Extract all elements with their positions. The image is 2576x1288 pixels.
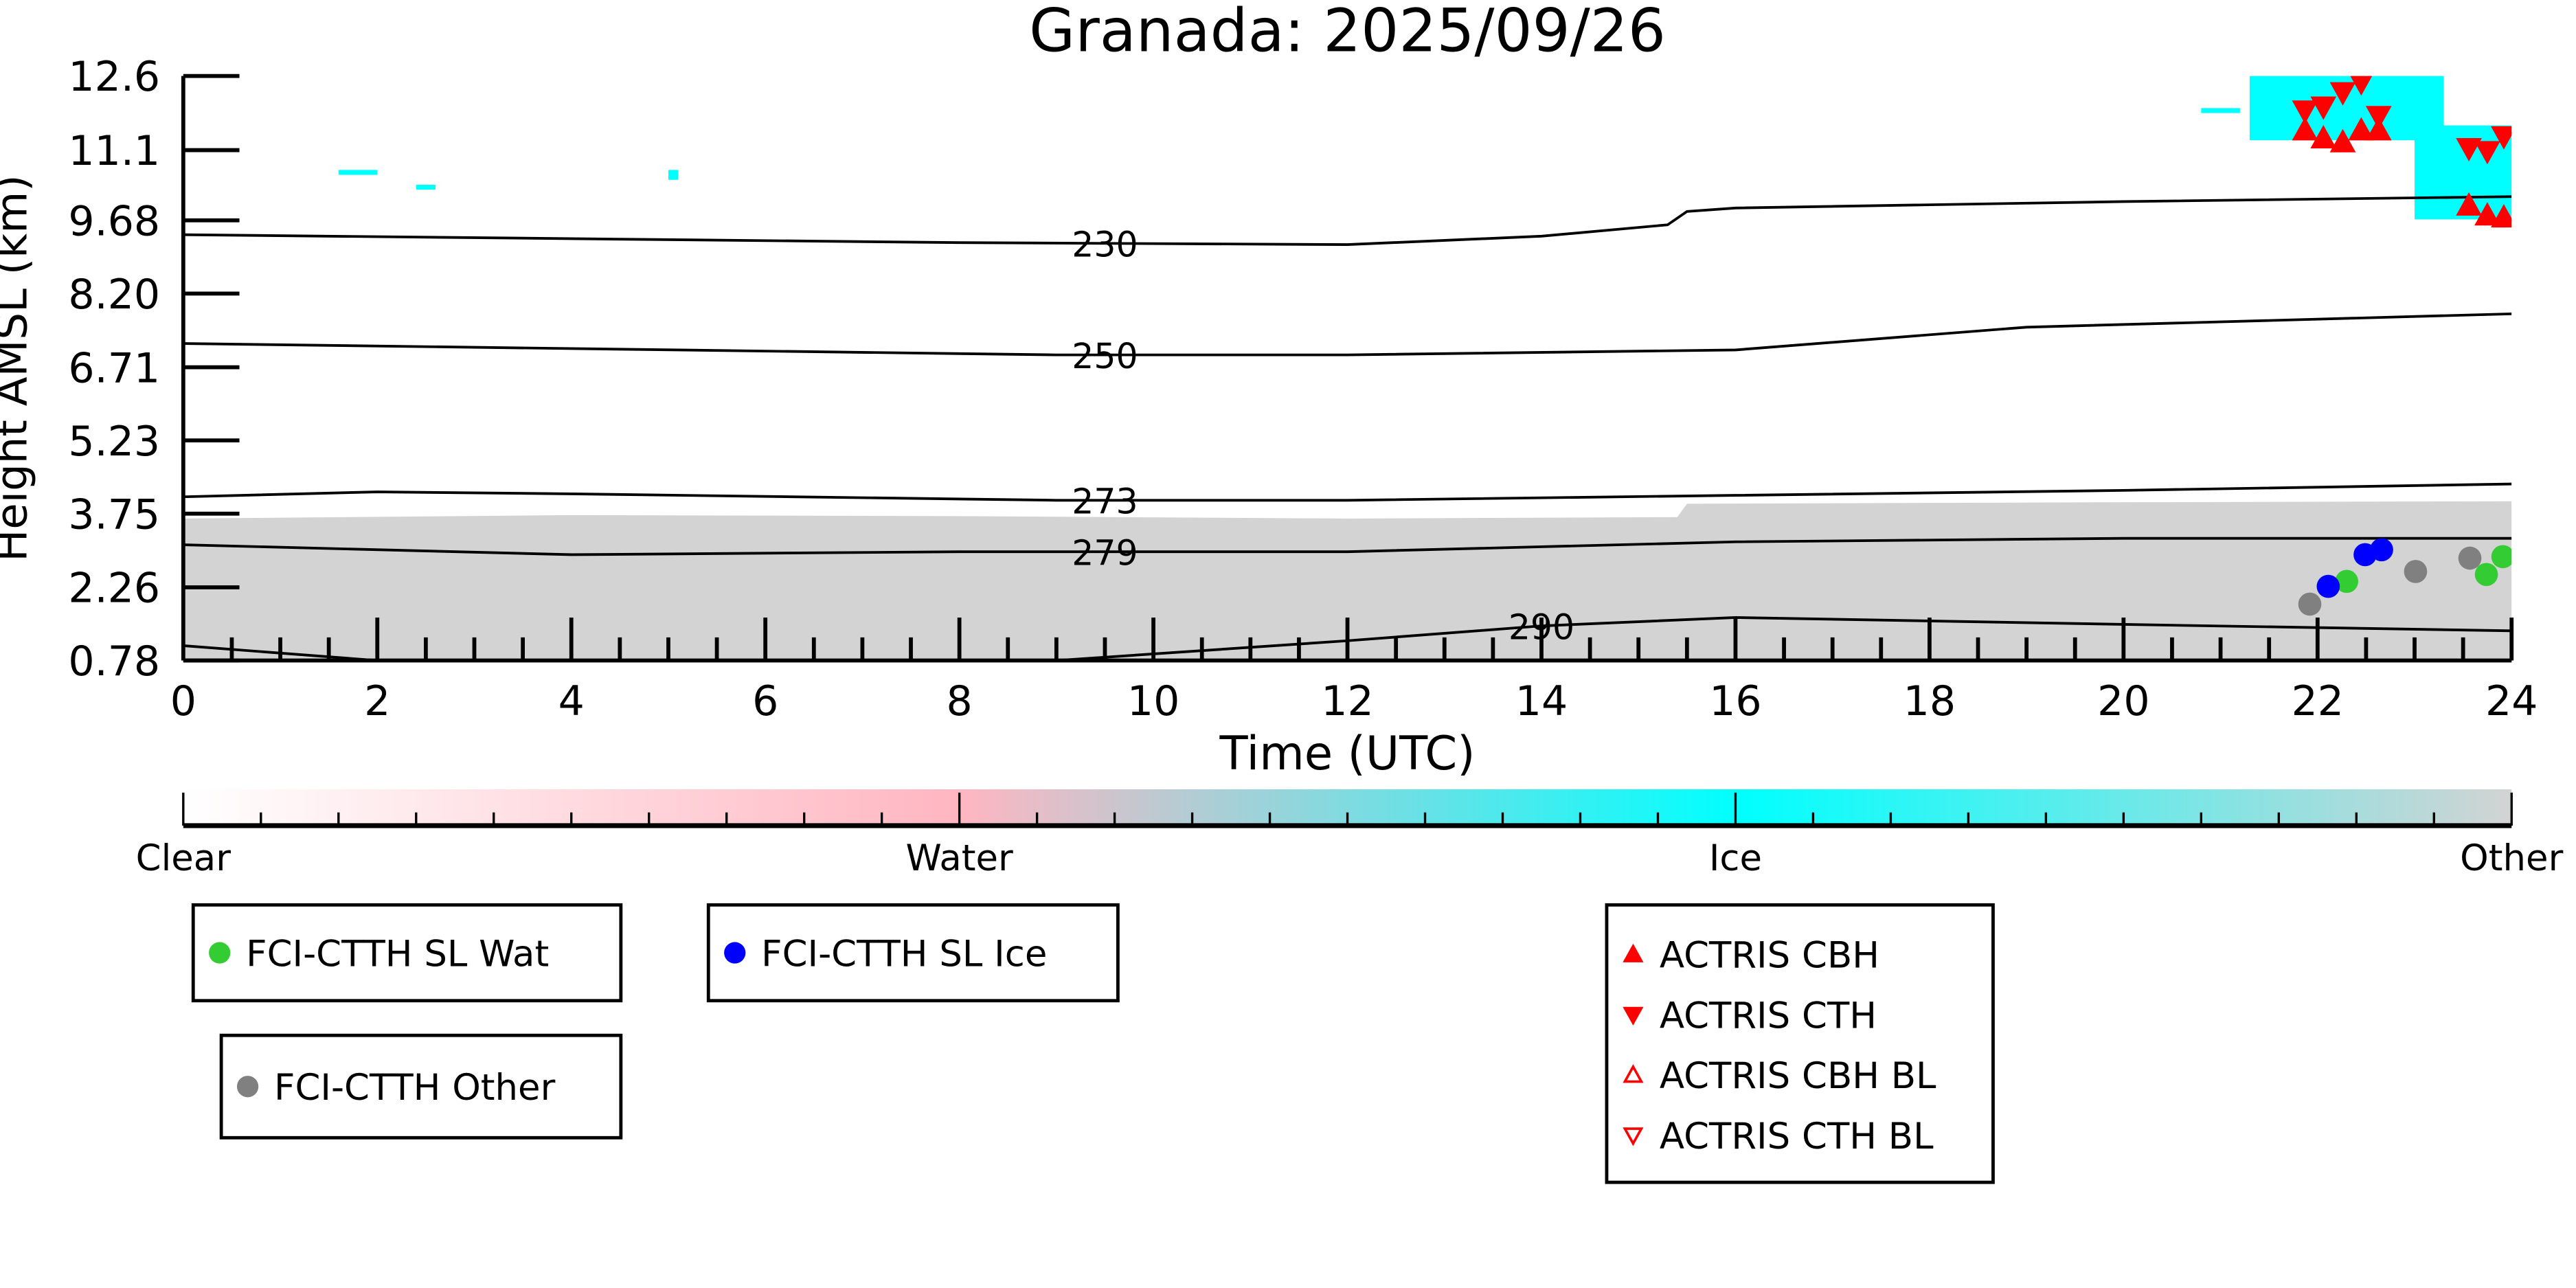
data-point-actris-cth	[2474, 141, 2500, 165]
data-point-fci-ctth-sl-ice	[2316, 574, 2340, 598]
legend-entry-label: ACTRIS CTH	[1660, 995, 1877, 1037]
legend-entry-label: ACTRIS CBH	[1660, 935, 1879, 977]
y-axis-label: Height AMSL (km)	[0, 174, 36, 561]
legend-frame	[706, 903, 1120, 1003]
ice-cloud-patch	[2201, 108, 2240, 113]
y-tick-label: 11.1	[68, 127, 160, 175]
x-tick-label: 10	[1127, 677, 1179, 725]
temperature-contour-290	[183, 615, 2512, 661]
colorbar-label-clear: Clear	[136, 837, 231, 879]
y-tick-label: 8.20	[68, 271, 160, 319]
legend-entry-label: FCI-CTTH SL Ice	[761, 933, 1047, 975]
y-tick-label: 6.71	[68, 344, 160, 392]
data-point-actris-cth	[2350, 76, 2373, 96]
legend-frame	[219, 1033, 623, 1140]
x-tick-label: 16	[1709, 677, 1761, 725]
ice-cloud-patch	[416, 184, 436, 190]
legend-box: FCI-CTTH SL Ice	[706, 903, 1120, 1003]
legend-box: ACTRIS CBH ACTRIS CTH ACTRIS CBH BL ACTRIS …	[1605, 903, 1995, 1184]
legend-marker-icon	[1623, 1127, 1644, 1146]
data-point-fci-ctth-other	[2404, 560, 2428, 583]
legend-box: FCI-CTTH SL Wat	[191, 903, 623, 1003]
data-point-actris-cbh	[2310, 124, 2337, 148]
chart-title: Granada: 2025/09/26	[1029, 0, 1666, 66]
x-tick-label: 12	[1321, 677, 1373, 725]
contour-label: 250	[1072, 336, 1138, 376]
colorbar: Clear Water Ice Other	[136, 789, 2564, 879]
x-tick-label: 4	[558, 677, 585, 725]
data-point-actris-cbh	[2456, 192, 2482, 216]
data-point-fci-ctth-other	[2298, 592, 2322, 616]
data-point-actris-cth	[2456, 138, 2482, 161]
data-point-actris-cbh	[2474, 202, 2500, 226]
legend-frame	[191, 903, 623, 1003]
x-tick-label: 8	[947, 677, 973, 725]
legend-marker-icon	[1623, 1064, 1644, 1083]
temperature-contour-230	[183, 195, 2512, 246]
legend-marker-icon	[1623, 943, 1644, 962]
x-tick-label: 6	[752, 677, 778, 725]
legend-box: FCI-CTTH Other	[219, 1033, 623, 1140]
x-tick-label: 22	[2292, 677, 2344, 725]
legend-entry-label: FCI-CTTH Other	[274, 1067, 556, 1109]
contour-label: 273	[1072, 482, 1138, 522]
legend-entry-label: FCI-CTTH SL Wat	[246, 933, 549, 975]
y-tick-label: 5.23	[68, 418, 160, 466]
x-tick-label: 14	[1515, 677, 1568, 725]
data-point-actris-cth	[2365, 106, 2392, 130]
y-tick-label: 0.78	[68, 637, 160, 686]
data-point-fci-ctth-sl-wat	[2491, 545, 2512, 569]
legend-frame	[1605, 903, 1995, 1184]
y-tick-label: 9.68	[68, 197, 160, 245]
y-tick-label: 3.75	[68, 490, 160, 539]
data-point-actris-cbh	[2292, 117, 2318, 141]
data-point-fci-ctth-sl-wat	[2335, 569, 2358, 594]
ice-cloud-patch	[668, 170, 679, 180]
legend-entry-label: ACTRIS CBH BL	[1660, 1055, 1936, 1097]
data-point-actris-cth	[2329, 82, 2356, 106]
axes: 2302502732792900.782.263.755.236.718.209…	[68, 53, 2538, 725]
legends: FCI-CTTH SL Wat FCI-CTTH SL Ice FCI-CTTH O…	[191, 903, 1995, 1184]
legend-marker-icon	[236, 1076, 259, 1098]
data-point-actris-cbh	[2348, 117, 2375, 141]
contour-label: 279	[1072, 532, 1138, 573]
y-tick-label: 12.6	[68, 53, 160, 101]
data-point-actris-cth	[2310, 96, 2337, 120]
ice-cloud-patch	[338, 170, 378, 175]
data-point-actris-cbh	[2491, 204, 2512, 228]
x-tick-label: 24	[2485, 677, 2538, 725]
x-tick-label: 20	[2097, 677, 2149, 725]
legend-marker-icon	[1623, 1006, 1644, 1026]
x-tick-label: 0	[170, 677, 196, 725]
x-tick-label: 18	[1903, 677, 1956, 725]
data-point-actris-cbh	[2329, 128, 2356, 152]
temperature-contour-273	[183, 482, 2512, 502]
x-tick-label: 2	[364, 677, 390, 725]
data-point-actris-cth	[2491, 126, 2512, 150]
x-axis-label: Time (UTC)	[1219, 727, 1476, 780]
data-point-actris-cth	[2292, 100, 2318, 124]
colorbar-label-other: Other	[2460, 837, 2563, 879]
contour-label: 230	[1072, 225, 1138, 265]
y-tick-label: 2.26	[68, 565, 160, 613]
temperature-contour-250	[183, 312, 2512, 357]
colorbar-label-ice: Ice	[1709, 837, 1762, 879]
legend-entry-label: ACTRIS CTH BL	[1660, 1116, 1934, 1157]
legend-marker-icon	[209, 942, 231, 964]
legend-marker-icon	[724, 942, 746, 964]
data-point-fci-ctth-other	[2458, 546, 2482, 570]
data-point-fci-ctth-sl-wat	[2474, 563, 2498, 587]
colorbar-label-water: Water	[905, 837, 1013, 879]
plot-area	[183, 76, 2512, 661]
temperature-contour-279	[183, 536, 2512, 556]
data-point-fci-ctth-sl-ice	[2370, 538, 2393, 562]
